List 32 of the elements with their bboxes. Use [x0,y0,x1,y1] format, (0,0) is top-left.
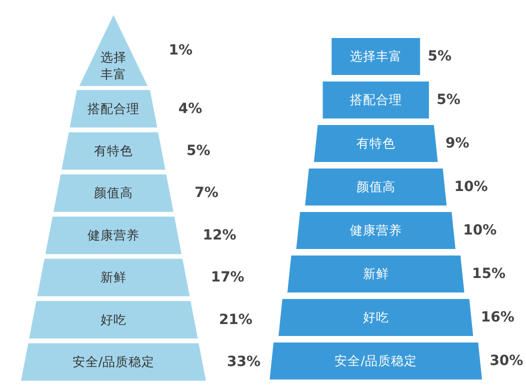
category-label: 新鲜 [362,266,389,281]
category-label: 搭配合理 [350,92,402,107]
category-label: 安全/品质稳定 [334,353,417,368]
data-label: 17% [210,270,244,286]
data-label: 10% [463,222,497,238]
data-label: 33% [227,354,261,370]
data-label: 9% [445,136,470,152]
data-label: 5% [186,142,210,159]
data-label: 5% [436,92,460,108]
category-label: 好吃 [362,310,389,324]
category-label: 颜值高 [356,179,396,194]
data-label: 7% [194,185,218,202]
category-label: 有特色 [94,142,133,158]
data-label: 21% [218,312,252,328]
category-label: 健康营养 [350,222,402,238]
category-label: 选择丰富 [100,50,126,82]
data-label: 5% [428,48,452,64]
data-label: 1% [168,42,193,58]
category-label: 新鲜 [100,270,126,285]
category-label: 颜值高 [94,185,133,200]
data-label: 4% [178,100,202,117]
category-label: 有特色 [356,136,396,150]
category-label: 健康营养 [87,227,140,242]
category-label: 安全/品质稳定 [72,354,155,369]
category-label: 搭配合理 [87,100,140,116]
category-label: 选择丰富 [350,48,402,64]
category-label: 好吃 [100,312,126,327]
data-label: 12% [202,227,236,244]
data-label: 10% [454,179,488,195]
data-label: 15% [472,266,506,282]
data-label: 30% [490,353,524,369]
data-label: 16% [480,310,514,326]
